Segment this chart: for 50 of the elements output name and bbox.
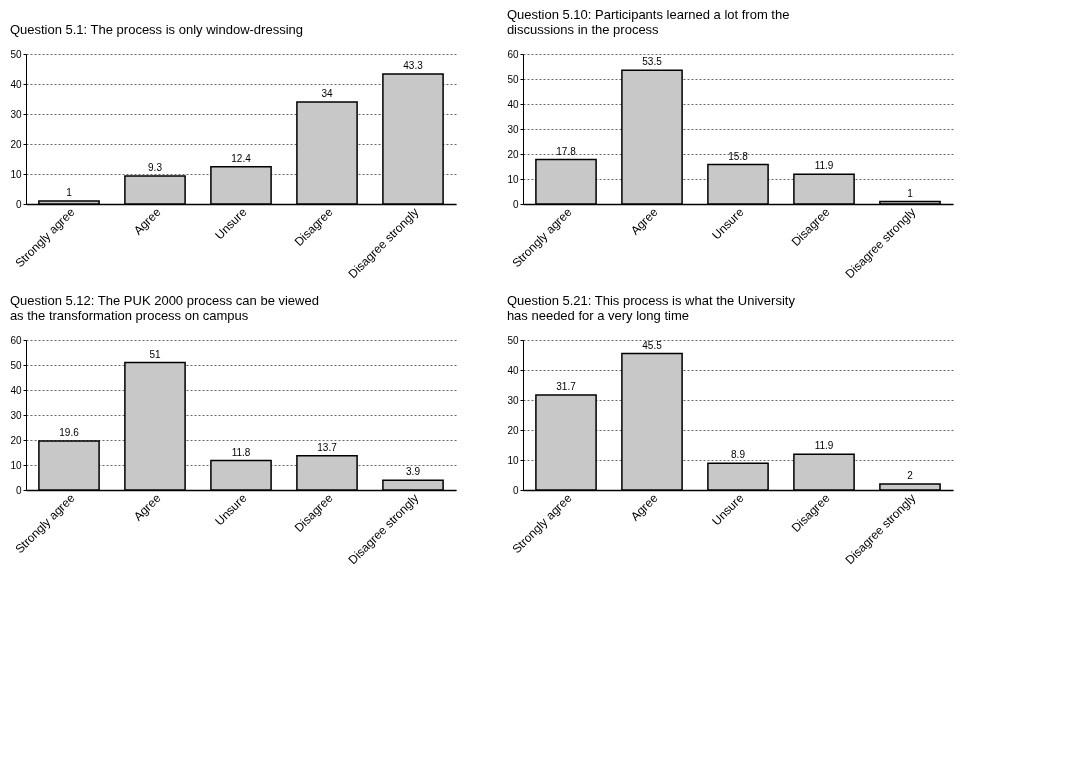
y-tick-label: 20 — [10, 434, 22, 446]
chart-title: Question 5.12: The PUK 2000 process can be viewed as the transformation process on campus — [9, 293, 319, 323]
chart-title: Question 5.21: This process is what the University has needed for a very long time — [506, 293, 796, 323]
data-label: 11.9 — [814, 160, 834, 172]
data-label: 8.9 — [731, 449, 746, 461]
y-tick-label: 30 — [10, 409, 22, 421]
data-label: 19.6 — [59, 427, 80, 438]
chart-title: Question 5.1: The process is only window-dressing — [9, 22, 304, 37]
data-label: 12.4 — [231, 152, 252, 164]
data-label: 45.5 — [642, 339, 663, 351]
y-tick-label: 0 — [512, 484, 519, 496]
y-tick-label: 0 — [15, 484, 22, 496]
data-label: 3.9 — [406, 466, 421, 478]
y-tick-label: 50 — [10, 359, 22, 371]
y-tick-label: 20 — [10, 138, 22, 150]
y-tick-label: 30 — [10, 108, 22, 120]
y-tick-label: 20 — [507, 148, 519, 160]
data-label: 43.3 — [403, 60, 424, 72]
data-label: 2 — [907, 470, 914, 481]
y-tick-label: 40 — [507, 98, 519, 110]
data-label: 31.7 — [556, 380, 577, 392]
data-label: 34 — [321, 88, 333, 99]
y-tick-label: 20 — [507, 424, 519, 436]
y-tick-label: 50 — [507, 334, 519, 346]
data-label: 13.7 — [317, 441, 338, 453]
data-label: 17.8 — [556, 145, 577, 157]
data-label: 51 — [149, 348, 161, 360]
y-tick-label: 10 — [10, 459, 22, 471]
data-label: 11.9 — [814, 440, 834, 452]
chart-title: Question 5.10: Participants learned a lot from the discussions in the process — [506, 7, 790, 37]
y-tick-label: 0 — [512, 198, 519, 210]
y-tick-label: 60 — [10, 334, 22, 346]
y-tick-label: 10 — [10, 168, 22, 180]
data-label: 53.5 — [642, 56, 663, 68]
data-label: 11.8 — [231, 446, 251, 458]
y-tick-label: 50 — [10, 48, 22, 60]
y-tick-label: 60 — [507, 48, 519, 60]
y-tick-label: 40 — [507, 364, 519, 376]
y-tick-label: 40 — [10, 78, 22, 90]
y-tick-label: 10 — [507, 454, 519, 466]
y-tick-label: 10 — [507, 173, 519, 185]
y-tick-label: 0 — [15, 198, 22, 210]
y-tick-label: 40 — [10, 384, 22, 396]
y-tick-label: 50 — [507, 73, 519, 85]
data-label: 9.3 — [148, 162, 163, 174]
y-tick-label: 30 — [507, 123, 519, 135]
data-label: 1 — [907, 187, 914, 199]
data-label: 1 — [66, 187, 73, 198]
y-tick-label: 30 — [507, 394, 519, 406]
data-label: 15.8 — [728, 150, 749, 162]
